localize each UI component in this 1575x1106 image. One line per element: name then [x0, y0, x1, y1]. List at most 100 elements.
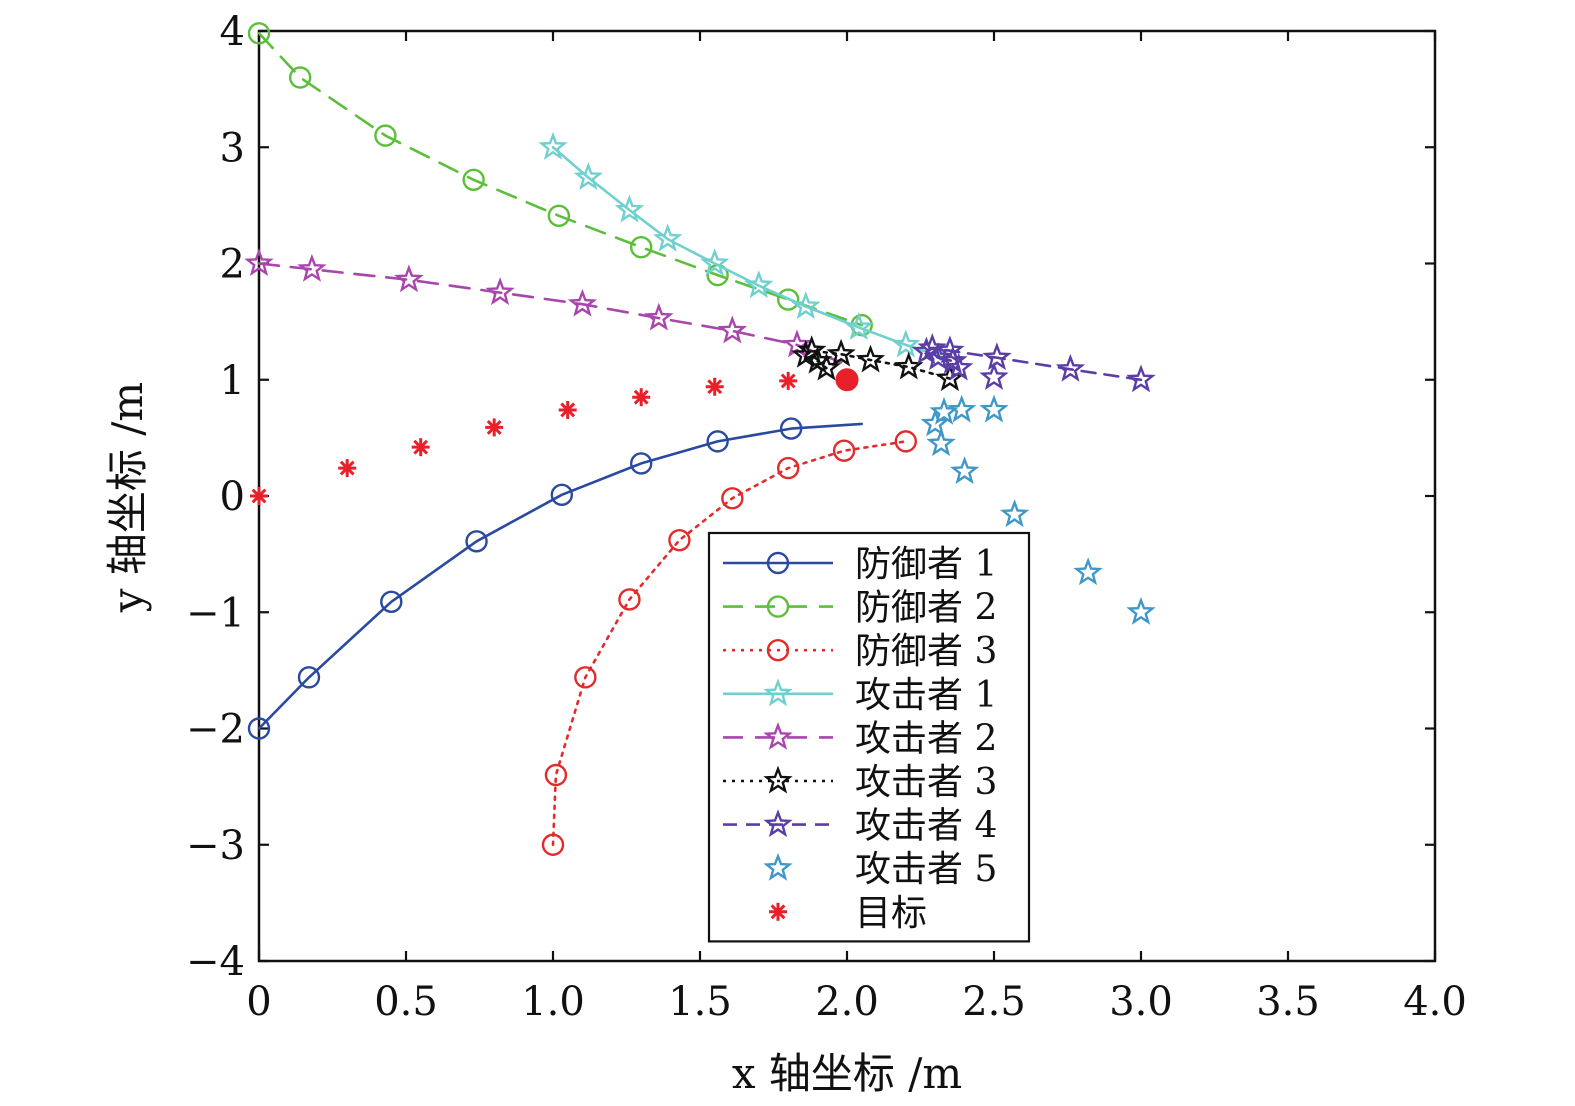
- series-1: [247, 417, 864, 740]
- y-tick-label: −3: [186, 823, 245, 869]
- data-point: [1055, 353, 1086, 382]
- data-point: [244, 248, 274, 276]
- legend-label: 攻击者 2: [855, 718, 997, 759]
- x-tick-label: 2.0: [815, 979, 879, 1025]
- data-point: [999, 499, 1030, 528]
- legend-marker: [766, 639, 790, 662]
- x-tick-label: 0: [246, 979, 271, 1025]
- data-point: [832, 439, 856, 462]
- data-point: [949, 456, 980, 485]
- data-point: [297, 253, 327, 282]
- data-point: [779, 371, 798, 390]
- data-point: [826, 338, 856, 367]
- legend-label: 防御者 2: [855, 588, 997, 629]
- data-point: [558, 400, 577, 419]
- data-point: [668, 528, 691, 552]
- y-tick-label: 4: [220, 9, 245, 55]
- legend-marker: [763, 809, 793, 838]
- data-point: [547, 204, 571, 228]
- data-point: [843, 311, 874, 340]
- series-line: [551, 146, 943, 358]
- legend-entry: 防御者 1: [723, 544, 997, 585]
- data-point: [777, 288, 800, 311]
- data-point: [618, 588, 641, 611]
- data-point: [462, 168, 485, 192]
- x-tick-label: 1.0: [521, 979, 585, 1025]
- data-point: [791, 291, 821, 319]
- series-7: [911, 332, 1156, 393]
- series-line: [257, 422, 864, 730]
- legend-marker: [766, 551, 790, 575]
- legend-label: 攻击者 1: [855, 675, 997, 716]
- data-point: [630, 236, 653, 259]
- data-point: [717, 315, 748, 344]
- data-point: [632, 388, 651, 407]
- data-point: [247, 717, 271, 740]
- axes: 0 0.5 1.0 1.5 2.0 2.5 3.0 3.5 4.0 −4 −3 −2 −1 0 1 2 3 4: [186, 9, 1467, 1025]
- legend-label: 防御者 3: [855, 631, 997, 672]
- series-line: [257, 31, 864, 327]
- data-point: [1126, 596, 1156, 625]
- data-point: [630, 452, 653, 475]
- data-point: [1073, 557, 1103, 586]
- data-point: [567, 288, 598, 317]
- y-tick-label: 2: [220, 242, 245, 288]
- legend-label: 攻击者 3: [855, 762, 997, 803]
- data-point: [811, 352, 842, 381]
- legend-marker: [769, 902, 787, 921]
- data-point: [297, 666, 321, 689]
- data-point: [721, 487, 744, 510]
- legend-marker: [766, 595, 790, 618]
- legend-entry: 攻击者 3: [723, 762, 997, 803]
- data-point: [855, 344, 886, 373]
- data-point: [550, 483, 574, 507]
- legend-marker: [763, 765, 793, 794]
- data-point: [777, 456, 800, 480]
- x-tick-label: 1.5: [668, 979, 732, 1025]
- target-point: [835, 368, 859, 392]
- legend-label: 攻击者 5: [855, 849, 997, 890]
- data-point: [706, 430, 729, 453]
- data-point: [923, 342, 953, 371]
- data-point: [485, 277, 515, 306]
- x-tick-label: 3.0: [1109, 979, 1173, 1025]
- y-tick-label: −1: [186, 590, 245, 636]
- y-tick-label: 1: [220, 358, 245, 404]
- data-point: [946, 394, 977, 423]
- x-tick-label: 0.5: [374, 979, 438, 1025]
- data-point: [338, 459, 357, 478]
- data-point: [538, 131, 568, 160]
- data-point: [779, 417, 803, 440]
- legend-entry: 攻击者 5: [763, 849, 997, 890]
- legend-marker: [763, 722, 793, 750]
- data-point: [465, 530, 488, 553]
- legend-entry: 防御者 2: [723, 588, 997, 629]
- series-line: [257, 262, 843, 364]
- series-6: [791, 335, 965, 392]
- data-point: [920, 408, 950, 437]
- data-point: [644, 302, 674, 331]
- data-point: [380, 590, 403, 613]
- y-tick-label: 0: [220, 474, 245, 520]
- data-point: [652, 223, 683, 252]
- data-point: [411, 438, 430, 457]
- legend-entry: 目标: [769, 893, 927, 934]
- legend-label: 攻击者 4: [855, 806, 997, 847]
- y-tick-label: −2: [186, 707, 245, 753]
- plot-area: [244, 22, 1156, 856]
- series-8: [920, 394, 1156, 625]
- data-point: [573, 162, 603, 190]
- data-point: [929, 396, 959, 425]
- legend-entry: 攻击者 2: [723, 718, 997, 759]
- data-point: [944, 352, 974, 381]
- series-2: [247, 22, 873, 337]
- data-point: [926, 428, 956, 457]
- series-3: [541, 430, 917, 856]
- y-tick-label: 3: [220, 125, 245, 171]
- x-tick-label: 4.0: [1403, 979, 1467, 1025]
- legend-label: 目标: [855, 893, 927, 934]
- legend-entry: 攻击者 1: [723, 675, 997, 716]
- data-point: [911, 336, 942, 365]
